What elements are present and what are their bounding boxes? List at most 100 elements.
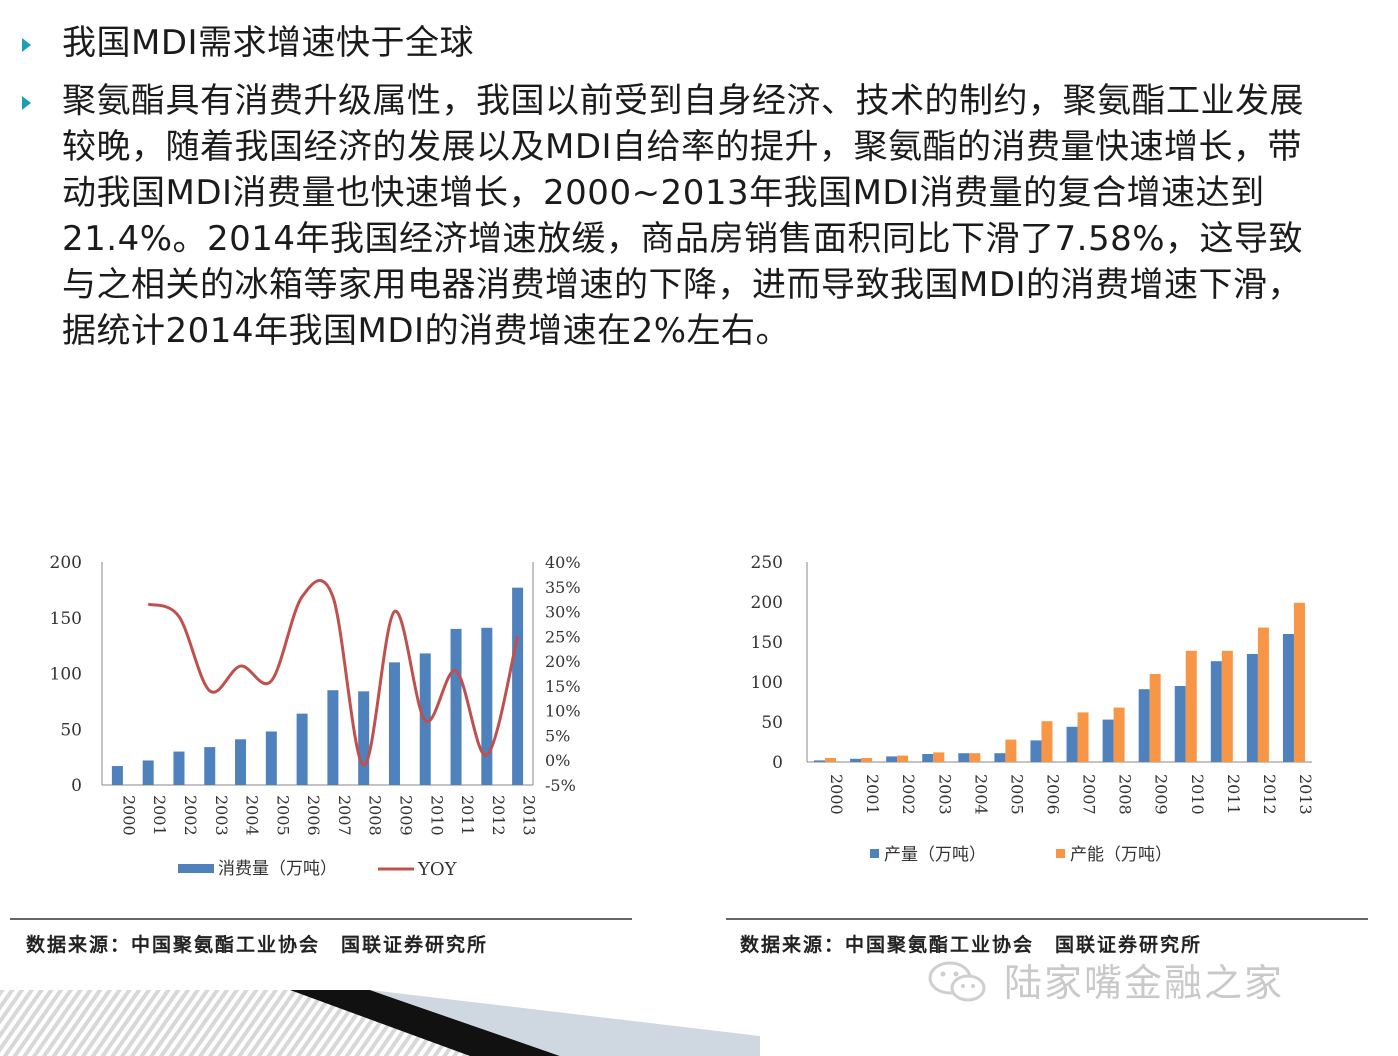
bar-capacity: [1293, 602, 1305, 762]
y2-tick-label: 15%: [545, 677, 581, 696]
bullet-heading: 我国MDI需求增速快于全球: [62, 23, 475, 63]
x-tick-label: 2012: [489, 795, 508, 836]
x-tick-label: 2003: [212, 795, 231, 836]
x-tick-label: 2008: [1116, 774, 1135, 815]
bar-consumption: [481, 627, 493, 785]
bar-production: [1138, 689, 1150, 762]
source-divider-right: [726, 918, 1368, 920]
bar-consumption: [450, 628, 462, 785]
x-tick-label: 2000: [119, 795, 138, 836]
legend-swatch-consumption: [178, 864, 214, 873]
bar-production: [1030, 740, 1042, 762]
y-tick-label: 250: [751, 553, 783, 573]
bar-capacity: [1113, 707, 1125, 762]
y-tick-label: 200: [751, 593, 783, 613]
bar-capacity: [1041, 721, 1053, 762]
x-tick-label: 2006: [1043, 774, 1062, 815]
x-tick-label: 2010: [427, 795, 446, 836]
x-tick-label: 2011: [458, 795, 477, 836]
bullet-marker-1: [22, 38, 31, 52]
bar-capacity: [1149, 674, 1161, 762]
bar-consumption: [142, 760, 154, 785]
y-tick-label: 50: [60, 720, 82, 740]
x-tick-label: 2008: [366, 795, 385, 836]
bar-production: [922, 754, 934, 762]
consumption-yoy-chart: 0 50 100 150 200 -5% 0% 5% 10% 15% 20% 25% 30% 35% 40%…: [50, 553, 581, 880]
x-tick-label: 2004: [243, 795, 262, 836]
bar-production: [886, 756, 898, 762]
bar-production: [1174, 686, 1186, 762]
y-tick-label: 0: [71, 776, 82, 796]
decorative-stripes: [0, 990, 760, 1056]
bullet-marker-2: [22, 96, 31, 110]
line-yoy: [147, 579, 520, 767]
bar-capacity: [1257, 627, 1269, 762]
bar-production: [1282, 634, 1294, 762]
y-tick-label: 50: [761, 713, 783, 733]
bar-consumption: [512, 587, 524, 785]
y2-tick-label: 40%: [545, 553, 581, 572]
bar-consumption: [235, 739, 247, 785]
legend-label-consumption: 消费量（万吨）: [218, 859, 337, 879]
bar-capacity: [969, 753, 981, 762]
x-tick-label: 2010: [1188, 774, 1207, 815]
y2-tick-label: 20%: [545, 652, 581, 671]
y2-tick-label: 10%: [545, 702, 581, 721]
y-tick-label: 200: [50, 553, 82, 573]
x-tick-label: 2013: [520, 795, 539, 836]
bar-capacity: [1185, 650, 1197, 762]
x-tick-label: 2001: [863, 774, 882, 815]
y-tick-label: 100: [50, 665, 82, 685]
x-tick-label: 2005: [273, 795, 292, 836]
legend-label-yoy: YOY: [417, 859, 458, 880]
x-tick-label: 2002: [899, 774, 918, 815]
bar-consumption: [327, 690, 339, 785]
x-tick-label: 2007: [335, 795, 354, 836]
bar-production: [814, 760, 826, 762]
y-tick-label: 0: [772, 753, 783, 773]
bullet-paragraph: 聚氨酯具有消费升级属性，我国以前受到自身经济、技术的制约，聚氨酯工业发展较晚，随…: [62, 81, 1304, 351]
bar-production: [1210, 661, 1222, 762]
x-tick-label: 2001: [150, 795, 169, 836]
y2-tick-label: 5%: [545, 726, 570, 745]
bar-production: [994, 753, 1006, 762]
bar-capacity: [1077, 712, 1089, 762]
y2-tick-label: 30%: [545, 603, 581, 622]
y2-tick-label: 35%: [545, 578, 581, 597]
legend-swatch-capacity: [1056, 849, 1065, 858]
y-tick-label: 150: [751, 633, 783, 653]
x-tick-label: 2009: [1152, 774, 1171, 815]
source-divider-left: [10, 918, 632, 920]
x-tick-label: 2004: [971, 774, 990, 815]
legend-label-capacity: 产能（万吨）: [1070, 845, 1172, 865]
bar-consumption: [265, 731, 277, 785]
y2-tick-label: 0%: [545, 751, 570, 770]
x-tick-label: 2012: [1260, 774, 1279, 815]
x-tick-label: 2000: [827, 774, 846, 815]
bar-consumption: [388, 662, 400, 785]
y2-tick-label: 25%: [545, 627, 581, 646]
x-tick-label: 2007: [1080, 774, 1099, 815]
bar-capacity: [1221, 650, 1233, 762]
bar-production: [1246, 654, 1258, 762]
production-capacity-chart: 0 50 100 150 200 250 2000 2001 2002 2003 2004 2005 2…: [751, 553, 1315, 865]
bar-consumption: [173, 751, 185, 785]
bar-consumption: [111, 766, 123, 785]
bar-production: [958, 753, 970, 762]
y2-tick-label: -5%: [545, 776, 576, 795]
bar-consumption: [204, 747, 216, 785]
bar-capacity: [861, 758, 873, 762]
x-tick-label: 2013: [1296, 774, 1315, 815]
bar-production: [1066, 726, 1078, 762]
bar-consumption: [358, 691, 370, 785]
y-tick-label: 100: [751, 673, 783, 693]
source-note-left: 数据来源：中国聚氨酯工业协会 国联证券研究所: [26, 934, 489, 956]
watermark-text: 陆家嘴金融之家: [1004, 961, 1285, 1005]
bar-production: [1102, 719, 1114, 762]
x-tick-label: 2003: [935, 774, 954, 815]
x-tick-label: 2011: [1224, 774, 1243, 815]
x-tick-label: 2009: [396, 795, 415, 836]
legend-label-production: 产量（万吨）: [884, 845, 986, 865]
bar-capacity: [1005, 739, 1017, 762]
bar-capacity: [897, 755, 909, 762]
